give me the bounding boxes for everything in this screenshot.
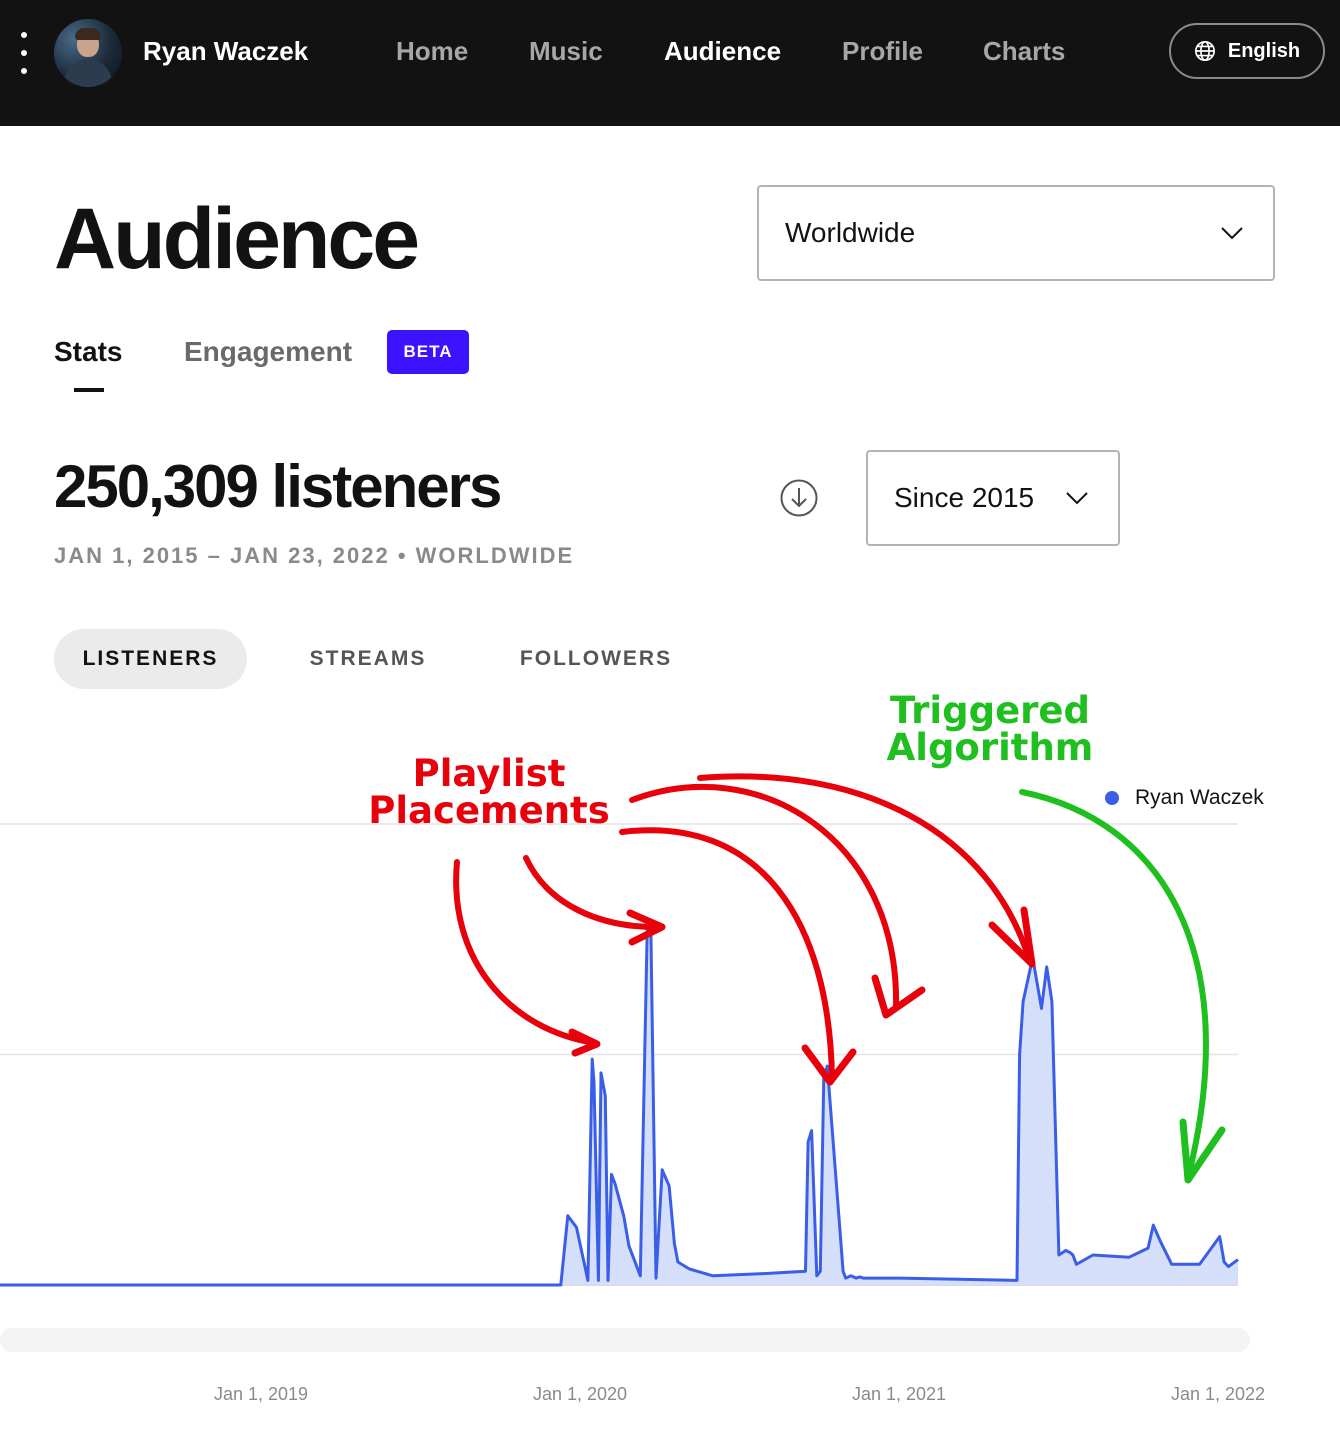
period-select-value: Since 2015 bbox=[894, 482, 1035, 513]
nav-link-music[interactable]: Music bbox=[529, 36, 603, 66]
page-title: Audience bbox=[54, 191, 420, 287]
nav-link-home[interactable]: Home bbox=[396, 36, 469, 66]
red-arrow-1-head bbox=[568, 1028, 601, 1057]
series-area bbox=[0, 925, 1238, 1285]
red-arrow-5 bbox=[697, 773, 1033, 965]
x-tick-label: Jan 1, 2020 bbox=[532, 1384, 628, 1404]
red-arrow-4-head bbox=[871, 974, 926, 1019]
red-arrow-2 bbox=[523, 855, 663, 931]
language-label: English bbox=[1227, 39, 1301, 62]
legend-dot bbox=[1105, 791, 1119, 805]
active-tab-indicator bbox=[74, 388, 104, 392]
green-arrow bbox=[1019, 789, 1209, 1181]
green-arrow-head bbox=[1179, 1118, 1226, 1184]
date-range-subtitle: JAN 1, 2015 – JAN 23, 2022 • WORLDWIDE bbox=[54, 543, 575, 568]
tab-stats[interactable]: Stats bbox=[54, 336, 123, 367]
x-tick-label: Jan 1, 2021 bbox=[851, 1384, 947, 1404]
series-line bbox=[0, 923, 1239, 1287]
x-tick-label: Jan 1, 2019 bbox=[213, 1384, 309, 1404]
triggered-algorithm-annotation: Triggered Algorithm bbox=[886, 692, 1094, 766]
chevron-down-icon bbox=[1066, 492, 1088, 505]
red-arrow-2-head bbox=[626, 909, 666, 946]
nav-link-profile[interactable]: Profile bbox=[842, 36, 923, 66]
chart-scrollbar[interactable] bbox=[0, 1328, 1250, 1352]
playlist-placements-annotation: Playlist Placements bbox=[366, 755, 612, 829]
nav-link-charts[interactable]: Charts bbox=[983, 36, 1066, 66]
annotation-line: Triggered bbox=[890, 689, 1090, 732]
region-select-value: Worldwide bbox=[785, 217, 916, 248]
region-select[interactable]: Worldwide bbox=[757, 185, 1275, 281]
chart-legend: Ryan Waczek bbox=[1105, 786, 1264, 810]
annotation-line: Playlist bbox=[412, 752, 566, 795]
red-arrow-3 bbox=[619, 827, 835, 1083]
globe-icon bbox=[1194, 41, 1215, 61]
metric-pill-streams[interactable]: STREAMS bbox=[309, 647, 427, 670]
red-arrow-1 bbox=[453, 859, 598, 1046]
metric-pill-listeners[interactable]: LISTENERS bbox=[54, 629, 247, 689]
top-nav-bar: Ryan Waczek Home Music Audience Profile … bbox=[0, 0, 1340, 126]
red-arrow-3-head bbox=[801, 1044, 857, 1086]
more-options-icon[interactable] bbox=[14, 32, 34, 74]
annotation-line: Placements bbox=[368, 789, 610, 832]
tab-engagement[interactable]: Engagement bbox=[184, 336, 353, 367]
beta-badge: BETA bbox=[387, 330, 469, 374]
red-arrow-4 bbox=[629, 783, 900, 1011]
chevron-down-icon bbox=[1221, 227, 1243, 240]
listeners-total: 250,309 listeners bbox=[54, 453, 502, 520]
annotation-line: Algorithm bbox=[886, 726, 1094, 769]
x-tick-label: Jan 1, 2022 bbox=[1170, 1384, 1266, 1404]
language-button[interactable]: English bbox=[1169, 23, 1325, 79]
legend-label: Ryan Waczek bbox=[1135, 786, 1264, 809]
download-icon[interactable] bbox=[780, 479, 818, 517]
avatar[interactable] bbox=[54, 19, 122, 87]
metric-pill-followers[interactable]: FOLLOWERS bbox=[519, 647, 673, 670]
red-arrow-5-head bbox=[988, 906, 1036, 968]
period-select[interactable]: Since 2015 bbox=[866, 450, 1120, 546]
artist-name[interactable]: Ryan Waczek bbox=[143, 36, 309, 66]
nav-link-audience[interactable]: Audience bbox=[664, 36, 782, 66]
